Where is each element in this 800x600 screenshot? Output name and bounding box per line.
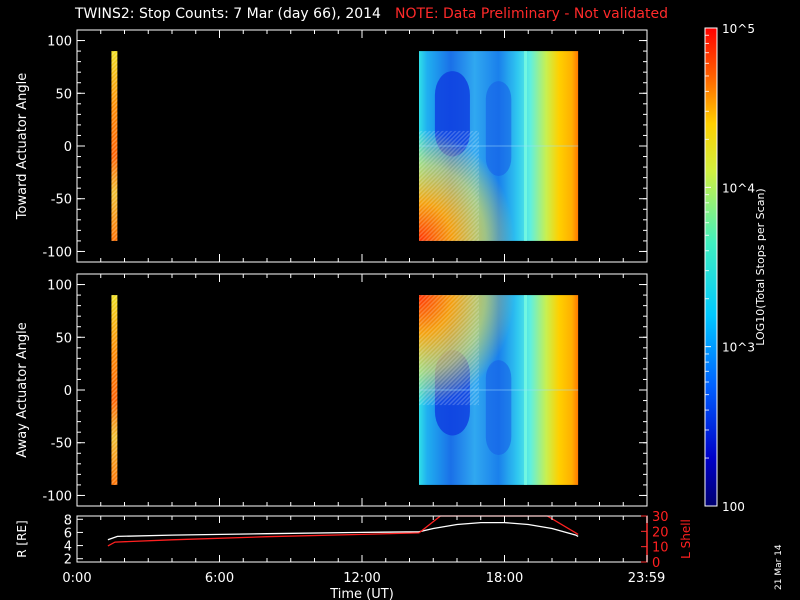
chart-title-main: TWINS2: Stop Counts: 7 Mar (day 66), 201… xyxy=(75,6,381,22)
data-zero-artifact xyxy=(419,145,579,147)
side-date: 21 Mar 14 xyxy=(774,544,784,590)
series-l-shell xyxy=(107,515,579,547)
series-r-distance xyxy=(107,521,579,541)
y-tick-label: -100 xyxy=(42,489,72,504)
y-tick-label: -50 xyxy=(51,437,72,452)
x-tick-label: 0:00 xyxy=(62,571,91,586)
y-tick-label: 8 xyxy=(64,513,72,528)
x-axis-label: Time (UT) xyxy=(329,587,394,600)
y-tick-label: 50 xyxy=(55,87,72,102)
x-tick-label: 23:59 xyxy=(628,571,665,586)
colorbar-label: LOG10(Total Stops per Scan) xyxy=(754,188,767,345)
data-streak xyxy=(524,295,528,485)
x-tick-label: 12:00 xyxy=(343,571,380,586)
y-tick-label: -100 xyxy=(42,245,72,260)
y-axis-label-left: R [RE] xyxy=(15,520,29,557)
y-tick-label: 100 xyxy=(47,279,72,294)
colorbar-tick-label: 10^4 xyxy=(722,181,755,195)
y-tick-label: -50 xyxy=(51,193,72,208)
x-tick-label: 6:00 xyxy=(205,571,234,586)
panel-toward: 100 50 0 -50 -100 Toward Actuator Angle xyxy=(15,29,648,263)
y-tick-label-right: 10 xyxy=(652,541,669,556)
y-tick-label: 2 xyxy=(64,553,72,568)
data-strip-texture xyxy=(111,51,118,241)
preliminary-note: NOTE: Data Preliminary - Not validated xyxy=(394,6,668,22)
colorbar-tick-label: 100 xyxy=(722,500,745,514)
data-hot-texture xyxy=(419,130,479,241)
y-axis-label: Toward Actuator Angle xyxy=(15,73,30,220)
y-tick-label-right: 20 xyxy=(652,525,669,540)
y-axis-label-right: L Shell xyxy=(679,519,693,559)
data-strip-texture xyxy=(111,295,118,485)
y-axis-label: Away Actuator Angle xyxy=(15,322,30,457)
panel-away: 100 50 0 -50 -100 Away Actuator Angle xyxy=(15,273,648,507)
y-tick-label-right: 30 xyxy=(652,510,669,525)
y-tick-label: 0 xyxy=(64,140,72,155)
data-zero-artifact xyxy=(419,389,579,391)
data-streak xyxy=(524,51,528,241)
colorbar-tick-label: 10^5 xyxy=(722,22,755,36)
data-hot-texture xyxy=(419,295,479,406)
colorbar: 10^5 10^4 10^3 100 LOG10(Total Stops per Sc… xyxy=(704,22,767,514)
colorbar-gradient xyxy=(704,27,718,507)
y-tick-label-right: 0 xyxy=(652,556,660,571)
x-tick-label: 18:00 xyxy=(486,571,523,586)
y-tick-label: 50 xyxy=(55,331,72,346)
chart-title: TWINS2: Stop Counts: 7 Mar (day 66), 201… xyxy=(75,6,668,22)
y-tick-label: 0 xyxy=(64,384,72,399)
y-tick-label: 100 xyxy=(47,35,72,50)
colorbar-tick-label: 10^3 xyxy=(722,341,755,355)
y-tick-label: 6 xyxy=(64,526,72,541)
y-tick-label: 4 xyxy=(64,540,72,555)
